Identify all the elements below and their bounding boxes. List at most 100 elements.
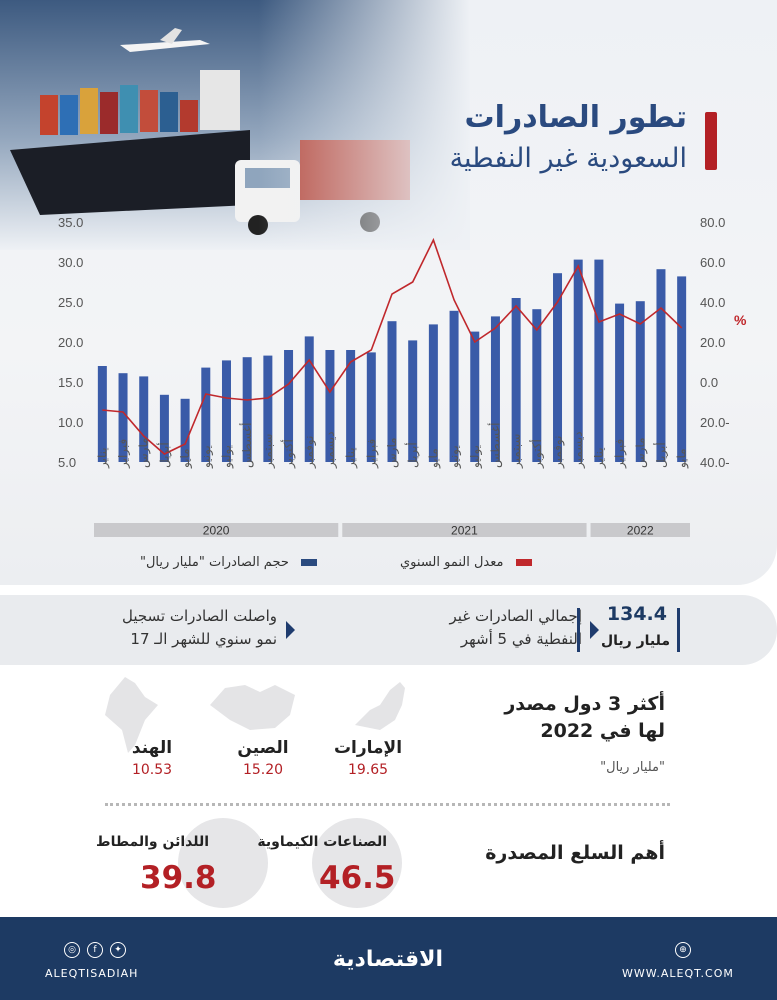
category-label: نوفمبر	[302, 436, 317, 469]
category-label: ديسمبر	[571, 431, 586, 469]
instagram-icon[interactable]: ◎	[64, 942, 80, 958]
bar	[366, 352, 376, 462]
country-uae: الإمارات 19.65	[323, 738, 413, 778]
legend-bar-label: حجم الصادرات "مليار ريال"	[140, 555, 289, 570]
footer-handle[interactable]: ALEQTISADIAH	[45, 967, 139, 980]
growth-desc-line2: نمو سنوي للشهر الـ 17	[130, 630, 277, 648]
footer-brand: الاقتصادية	[332, 947, 444, 972]
category-label: يناير	[344, 447, 359, 469]
bar	[387, 321, 397, 462]
left-tick-label: 15.0	[58, 375, 83, 390]
year-group-label: 2020	[203, 524, 230, 538]
year-group-bar	[94, 523, 339, 537]
cargo-photo	[0, 0, 470, 250]
web-icon[interactable]: ⊕	[675, 942, 691, 958]
category-label: أغسطس	[239, 423, 255, 468]
goods-circle	[178, 818, 268, 908]
category-label: أكتوبر	[529, 439, 545, 469]
category-label: يونيو	[447, 445, 462, 469]
category-label: أبريل	[156, 442, 172, 468]
right-tick-label: 20.0	[700, 335, 725, 350]
left-tick-label: 10.0	[58, 415, 83, 430]
divider-line	[577, 608, 580, 652]
category-label: يوليو	[468, 445, 483, 469]
category-label: فبراير	[613, 439, 628, 469]
category-label: فبراير	[116, 439, 131, 469]
page-title: تطور الصادرات	[464, 100, 687, 135]
right-tick-label: 60.0	[700, 255, 725, 270]
category-label: مايو	[675, 448, 690, 469]
growth-line	[102, 237, 683, 455]
goods-name: اللدائن والمطاط	[96, 834, 209, 850]
bar	[263, 355, 273, 462]
footer-website[interactable]: WWW.ALEQT.COM	[622, 967, 734, 980]
countries-title: أكثر 3 دول مصدر	[504, 693, 665, 715]
goods-value: 46.5	[319, 860, 396, 896]
right-tick-label: 40.0	[700, 295, 725, 310]
right-axis-unit: %	[734, 312, 747, 328]
right-tick-label: 40.0-	[700, 455, 730, 470]
twitter-icon[interactable]: ✦	[110, 942, 126, 958]
bar	[428, 324, 438, 462]
category-label: يناير	[592, 447, 607, 469]
legend-line: معدل النمو السنوي	[400, 555, 532, 570]
category-label: أبريل	[653, 442, 669, 468]
category-label: مارس	[385, 437, 400, 468]
caret-right-icon	[286, 621, 295, 639]
legend-line-swatch	[515, 559, 532, 566]
left-tick-label: 20.0	[58, 335, 83, 350]
countries-unit: "مليار ريال"	[600, 760, 665, 775]
bar	[325, 350, 335, 462]
bar	[573, 259, 583, 462]
dotted-divider	[105, 803, 670, 806]
country-india: الهند 10.53	[107, 738, 197, 778]
total-value: 134.4	[606, 603, 667, 625]
bar	[201, 367, 211, 462]
right-tick-label: 80.0	[700, 215, 725, 230]
category-label: مايو	[178, 448, 193, 469]
bar	[346, 350, 356, 462]
left-tick-label: 5.0	[58, 455, 76, 470]
category-label: ديسمبر	[323, 431, 338, 469]
goods-title: أهم السلع المصدرة	[485, 842, 665, 864]
right-tick-label: 0.0	[700, 375, 718, 390]
facebook-icon[interactable]: f	[87, 942, 103, 958]
bar	[635, 301, 645, 462]
category-label: يونيو	[199, 445, 214, 469]
caret-right-icon	[590, 621, 599, 639]
goods-circle	[312, 818, 402, 908]
stats-bar: 134.4 مليار ريال إجمالي الصادرات غير الن…	[0, 595, 777, 665]
bar	[532, 309, 542, 462]
category-label: أغسطس	[487, 423, 503, 468]
year-group-label: 2022	[627, 524, 654, 538]
india-map-icon	[105, 677, 158, 753]
bar	[284, 350, 294, 462]
bar	[615, 303, 625, 462]
country-value: 15.20	[242, 762, 284, 778]
category-label: مايو	[426, 448, 441, 469]
category-label: أبريل	[405, 442, 421, 468]
country-value: 19.65	[347, 762, 389, 778]
left-tick-label: 30.0	[58, 255, 83, 270]
bar	[553, 273, 563, 462]
bar	[449, 310, 459, 462]
footer: ◎ f ✦ ALEQTISADIAH الاقتصادية ⊕ WWW.ALEQ…	[0, 917, 777, 1000]
category-label: أكتوبر	[281, 439, 297, 469]
bar	[470, 331, 480, 462]
country-china: الصين 15.20	[218, 738, 308, 778]
page-subtitle: السعودية غير النفطية	[449, 143, 687, 174]
bar	[118, 373, 128, 462]
bar	[490, 316, 500, 462]
china-map-icon	[210, 685, 295, 730]
category-label: مارس	[137, 437, 152, 468]
bar	[594, 259, 604, 462]
bar	[677, 276, 687, 462]
bar	[304, 336, 314, 462]
bar	[511, 298, 521, 462]
goods-value: 39.8	[140, 860, 217, 896]
category-label: سبتمبر	[509, 434, 524, 469]
left-tick-label: 25.0	[58, 295, 83, 310]
country-name: الصين	[237, 738, 289, 758]
year-group-bar	[590, 523, 690, 537]
left-tick-label: 35.0	[58, 215, 83, 230]
